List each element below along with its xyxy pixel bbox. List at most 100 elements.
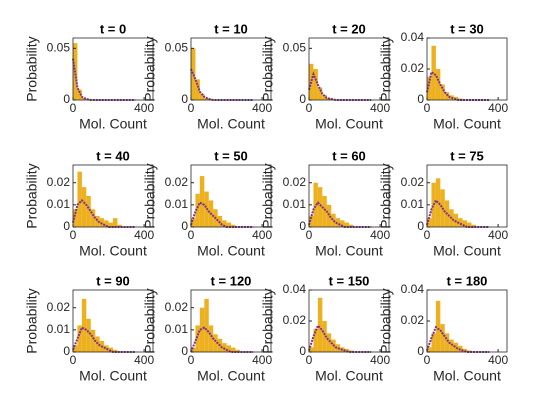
y-tick-label: 0.02 [47, 300, 71, 314]
histogram-bar [104, 220, 109, 227]
x-axis-label: Mol. Count [197, 116, 265, 132]
x-tick-label: 0 [306, 228, 313, 242]
histogram-bar [86, 318, 91, 352]
y-tick-label: 0.01 [401, 197, 425, 211]
y-tick-label: 0 [181, 219, 188, 233]
panel-title: t = 60 [332, 148, 366, 163]
histogram-bar [95, 215, 100, 227]
histogram-bar [191, 48, 196, 100]
plot-area [73, 38, 153, 100]
x-tick-label: 0 [70, 101, 77, 115]
y-axis-label: Probability [142, 163, 158, 228]
histogram-bar [349, 224, 354, 227]
histogram-bar [195, 325, 200, 352]
y-tick-label: 0.02 [165, 300, 189, 314]
x-axis-label: Mol. Count [315, 368, 383, 384]
x-axis-label: Mol. Count [79, 243, 147, 259]
y-tick-label: 0.05 [283, 41, 307, 55]
y-tick-label: 0 [417, 344, 424, 358]
y-axis-label: Probability [24, 36, 40, 101]
histogram-bar [427, 76, 432, 100]
x-tick-label: 400 [252, 353, 272, 367]
y-axis-label: Probability [260, 36, 276, 101]
panel-title: t = 120 [211, 273, 252, 288]
histogram-bar [322, 94, 327, 100]
histogram-bar [309, 347, 314, 352]
x-tick-label: 400 [370, 228, 390, 242]
y-tick-label: 0.04 [401, 30, 425, 44]
histogram-bar [77, 171, 82, 227]
histogram-bar [322, 196, 327, 227]
x-tick-label: 0 [424, 353, 431, 367]
y-axis-label: Probability [260, 163, 276, 228]
histogram-bar [331, 98, 336, 100]
axes-box [308, 164, 390, 228]
y-tick-label: 0.01 [165, 197, 189, 211]
histogram-bar [326, 333, 332, 352]
x-axis-label: Mol. Count [433, 243, 501, 259]
x-axis-label: Mol. Count [197, 243, 265, 259]
histogram-bar [113, 218, 118, 227]
axes-box [190, 164, 272, 228]
histogram-bar [317, 297, 323, 352]
histogram-bar [467, 222, 472, 227]
axes-box [72, 37, 154, 101]
histogram-bar [317, 87, 323, 100]
panel-title: t = 180 [447, 273, 488, 288]
histogram-bar [444, 92, 450, 100]
axes-box [190, 289, 272, 353]
histogram-bar [199, 176, 205, 227]
y-axis-label: Probability [378, 288, 394, 353]
histogram-bar [113, 349, 118, 352]
x-tick-label: 0 [188, 228, 195, 242]
histogram-bar [90, 209, 96, 227]
panel-title: t = 40 [96, 148, 130, 163]
y-tick-label: 0.01 [47, 197, 71, 211]
y-tick-label: 0.05 [47, 41, 71, 55]
y-tick-label: 0.02 [165, 175, 189, 189]
y-tick-label: 0 [181, 92, 188, 106]
histogram-bar [435, 69, 441, 100]
y-tick-label: 0.02 [401, 175, 425, 189]
histogram-bar [191, 347, 196, 352]
histogram-bar [195, 79, 200, 100]
axes-box [426, 164, 508, 228]
panel: 0 400 0 0.01 0.02 t = 40 Mol. Count Probability [24, 148, 155, 258]
y-tick-label: 0.04 [283, 282, 307, 296]
histogram-bar [444, 333, 450, 352]
y-tick-label: 0.02 [401, 61, 425, 75]
panel-title: t = 150 [329, 273, 370, 288]
x-tick-label: 400 [370, 101, 390, 115]
x-tick-label: 400 [134, 353, 154, 367]
panel: 0 400 0 0.05 t = 10 Mol. Count Probability [142, 21, 273, 131]
x-tick-label: 400 [488, 353, 508, 367]
y-axis-label: Probability [378, 36, 394, 101]
y-tick-label: 0 [63, 92, 70, 106]
x-tick-label: 400 [488, 228, 508, 242]
y-tick-label: 0 [181, 344, 188, 358]
y-tick-label: 0 [299, 92, 306, 106]
x-axis-label: Mol. Count [79, 368, 147, 384]
x-axis-label: Mol. Count [433, 368, 501, 384]
x-tick-label: 400 [252, 101, 272, 115]
y-tick-label: 0 [299, 344, 306, 358]
panel: 0 400 0 0.01 0.02 t = 60 Mol. Count Probability [260, 148, 391, 258]
histogram-bar [86, 196, 91, 227]
histogram-bar [81, 187, 87, 227]
panel-title: t = 10 [214, 21, 248, 36]
panel: 0 400 0 0.02 0.04 t = 150 Mol. Count Probabilit… [260, 273, 391, 383]
histogram-bar [317, 187, 323, 227]
histogram-bar [440, 84, 445, 100]
histogram-bar [344, 222, 349, 227]
x-tick-label: 0 [188, 101, 195, 115]
x-tick-label: 0 [424, 101, 431, 115]
y-tick-label: 0 [63, 344, 70, 358]
y-axis-label: Probability [142, 36, 158, 101]
histogram-bar [195, 193, 200, 227]
histogram-bar [309, 63, 314, 100]
histogram-bar [231, 347, 236, 352]
histogram-bar [335, 344, 341, 352]
histogram-bar [427, 347, 432, 352]
x-axis-label: Mol. Count [315, 116, 383, 132]
y-tick-label: 0.01 [165, 322, 189, 336]
